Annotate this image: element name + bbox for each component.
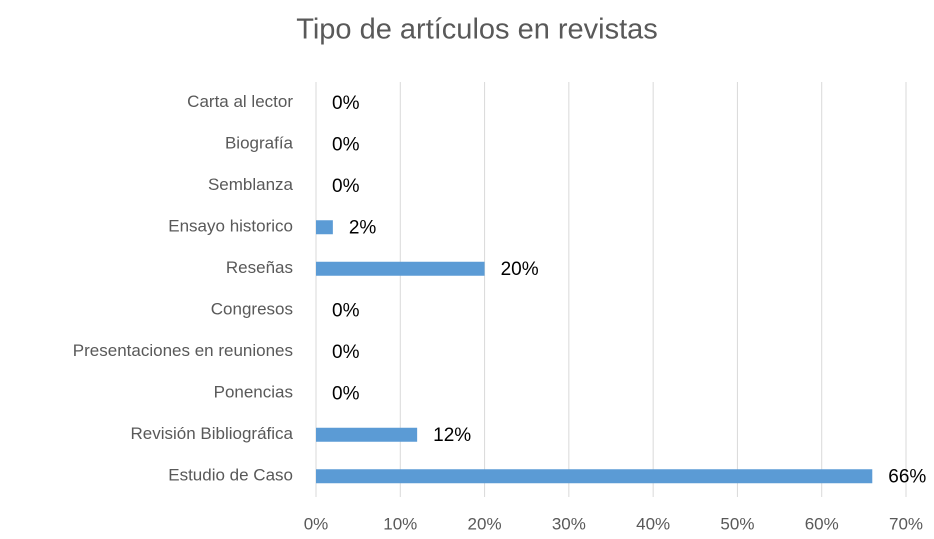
bar — [316, 261, 485, 276]
value-label: 2% — [349, 217, 377, 238]
y-tick-label: Presentaciones en reuniones — [73, 341, 293, 360]
x-tick-label: 0% — [304, 514, 329, 533]
value-label: 20% — [501, 259, 539, 280]
x-tick-label: 70% — [889, 514, 923, 533]
x-tick-label: 50% — [720, 514, 754, 533]
y-tick-label: Congresos — [211, 300, 293, 319]
value-label: 0% — [332, 342, 360, 363]
value-label: 0% — [332, 93, 360, 114]
y-tick-label: Biografía — [225, 134, 294, 153]
value-label: 66% — [888, 466, 926, 487]
value-label: 0% — [332, 134, 360, 155]
chart-title: Tipo de artículos en revistas — [296, 14, 658, 46]
y-tick-label: Ensayo historico — [168, 217, 293, 236]
x-tick-label: 10% — [383, 514, 417, 533]
value-label: 0% — [332, 300, 360, 321]
x-tick-label: 60% — [805, 514, 839, 533]
y-tick-label: Estudio de Caso — [168, 466, 293, 485]
value-label: 0% — [332, 176, 360, 197]
x-tick-label: 30% — [552, 514, 586, 533]
y-tick-label: Revisión Bibliográfica — [130, 424, 293, 443]
x-tick-label: 20% — [468, 514, 502, 533]
y-tick-label: Ponencias — [214, 383, 293, 402]
y-tick-label: Reseñas — [226, 258, 293, 277]
y-tick-label: Semblanza — [208, 175, 294, 194]
value-label: 12% — [433, 425, 471, 446]
value-label: 0% — [332, 383, 360, 404]
x-tick-label: 40% — [636, 514, 670, 533]
bar — [316, 220, 333, 235]
bar — [316, 469, 873, 484]
y-tick-label: Carta al lector — [187, 92, 293, 111]
bar — [316, 427, 418, 442]
